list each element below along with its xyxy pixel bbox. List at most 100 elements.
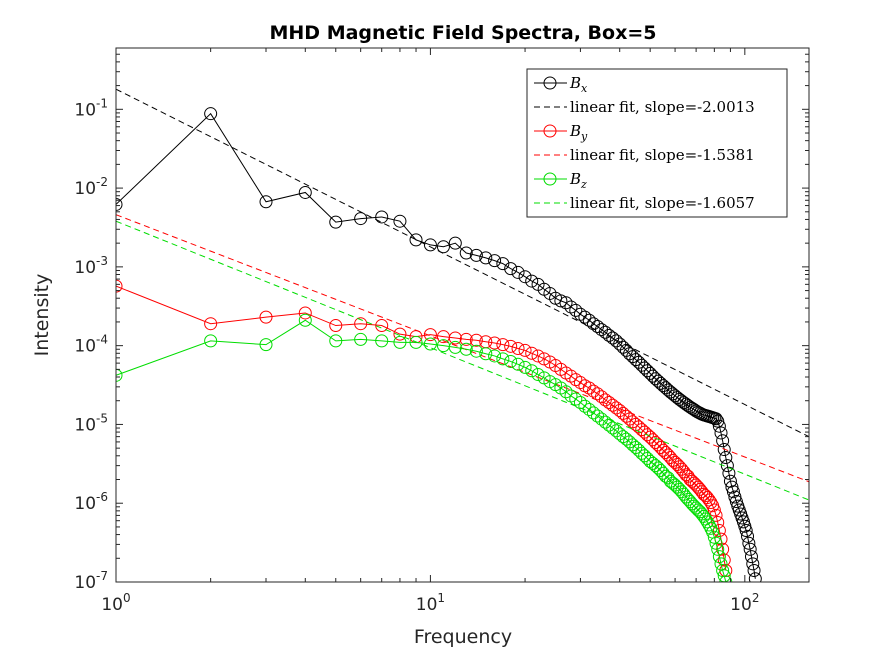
data-point (616, 430, 630, 444)
data-point (656, 443, 670, 457)
data-point (649, 435, 663, 449)
data-point (748, 572, 762, 582)
data-point (699, 489, 713, 503)
data-point (654, 440, 668, 454)
data-point (659, 469, 673, 483)
data-point (643, 430, 657, 444)
data-point (663, 451, 677, 465)
data-point (743, 542, 757, 556)
data-point (711, 542, 725, 556)
series-4 (116, 313, 733, 582)
data-point (668, 455, 682, 469)
data-point (375, 319, 389, 333)
data-point (702, 518, 716, 532)
data-point (409, 335, 423, 349)
axis-ticks: 10-7 10-6 10-5 10-4 10-3 10-2 10-1 100 101 102 (74, 48, 809, 615)
legend-entry-4: Bz (534, 170, 587, 191)
data-point (707, 503, 721, 517)
x-tick-label: 102 (730, 591, 759, 615)
data-point (640, 364, 654, 378)
data-point (720, 459, 734, 473)
data-point (656, 466, 670, 480)
data-point (569, 303, 583, 317)
data-point (744, 550, 758, 564)
data-point (204, 334, 218, 348)
legend-label: linear fit, slope=-1.6057 (570, 194, 755, 212)
data-point (656, 379, 670, 393)
data-point (564, 369, 578, 383)
legend-entry-0: Bx (534, 74, 588, 95)
data-point (511, 265, 525, 279)
data-point (354, 317, 368, 331)
data-point (298, 185, 312, 199)
data-point (259, 338, 273, 352)
data-point (651, 461, 665, 475)
data-point (204, 317, 218, 331)
data-point (747, 563, 761, 577)
data-point (518, 360, 532, 374)
data-point (651, 374, 665, 388)
legend-box (526, 68, 788, 218)
data-point (712, 419, 726, 433)
data-point (298, 313, 312, 327)
x-tick-label: 101 (416, 591, 445, 615)
data-point (504, 262, 518, 276)
data-point (525, 274, 539, 288)
data-point (578, 399, 592, 413)
data-point (511, 357, 525, 371)
data-point (673, 482, 687, 496)
data-point (409, 233, 423, 247)
data-point (479, 347, 493, 361)
data-point (668, 478, 682, 492)
legend-label: linear fit, slope=-2.0013 (570, 98, 755, 116)
chart-title: MHD Magnetic Field Spectra, Box=5 (270, 22, 657, 44)
data-point (717, 443, 731, 457)
data-point (504, 339, 518, 353)
data-point (423, 328, 437, 342)
data-point (329, 319, 343, 333)
data-point (375, 334, 389, 348)
data-point (329, 215, 343, 229)
data-point (716, 434, 730, 448)
data-point (504, 354, 518, 368)
series-2 (116, 279, 733, 577)
legend-label: Bz (569, 170, 587, 191)
data-point (714, 426, 728, 440)
data-point (448, 331, 462, 345)
data-point (559, 385, 573, 399)
data-point (704, 496, 718, 510)
data-point (726, 485, 740, 499)
legend-entry-3: linear fit, slope=-1.5381 (534, 146, 755, 164)
data-point (525, 364, 539, 378)
data-point (459, 246, 473, 260)
data-point (717, 553, 731, 567)
y-tick-label: 10-7 (74, 569, 108, 593)
data-point (670, 458, 684, 472)
data-point (531, 368, 545, 382)
data-point (488, 254, 502, 268)
y-tick-label: 10-4 (74, 333, 108, 357)
data-point (741, 529, 755, 543)
data-point (448, 236, 462, 250)
legend-marker (543, 76, 557, 90)
data-point (496, 257, 510, 271)
data-point (298, 306, 312, 320)
legend-label: By (569, 122, 588, 143)
data-point (569, 392, 583, 406)
data-point (712, 550, 726, 564)
y-axis-label: Intensity (31, 274, 53, 357)
data-point (606, 398, 620, 412)
data-point (613, 427, 627, 441)
data-point (723, 474, 737, 488)
fit-line (116, 220, 809, 501)
data-point (564, 300, 578, 314)
data-point (116, 368, 123, 382)
data-point (496, 338, 510, 352)
data-point (668, 389, 682, 403)
data-point (329, 334, 343, 348)
data-point (673, 460, 687, 474)
y-tick-label: 10-1 (74, 96, 108, 120)
data-point (116, 197, 123, 211)
